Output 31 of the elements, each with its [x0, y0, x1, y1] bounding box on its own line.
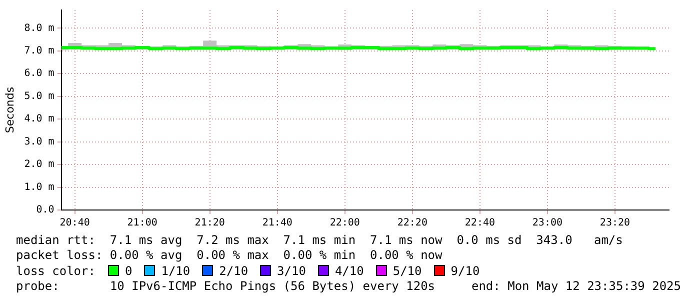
text: median rtt: 7.1 ms avg 7.2 ms max 7.1 ms min 7.1 ms now 0.0 ms sd 343.0 am/s [16, 232, 624, 248]
text: 2/10 [219, 264, 248, 278]
x-tick-label: 22:00 [330, 218, 360, 229]
y-axis-title: Seconds [3, 86, 16, 134]
text: 1/10 [161, 264, 190, 278]
y-tick-label: 2.0 m [24, 159, 54, 170]
y-tick-label: 8.0 m [24, 22, 54, 34]
x-tick-label: 22:40 [464, 218, 495, 229]
x-tick-label: 23:20 [600, 218, 630, 229]
text: probe: 10 IPv6-ICMP Echo Pings (56 Bytes) every 120s [16, 279, 436, 294]
x-tick-label: 21:20 [194, 218, 225, 229]
y-tick-label: 4.0 m [24, 114, 54, 125]
text: loss color: [16, 264, 96, 278]
text: 0 [125, 264, 132, 278]
y-tick-label: 1.0 m [24, 182, 54, 193]
x-tick-label: 20:40 [60, 218, 90, 229]
text: end: Mon May 12 23:35:39 2025 [471, 279, 681, 294]
y-tick-label: 6.0 m [24, 68, 54, 80]
text: 9/10 [450, 264, 480, 278]
text: 5/10 [392, 264, 422, 278]
text: 4/10 [334, 264, 364, 278]
y-tick-label: 0.0 [36, 204, 54, 216]
y-tick-label: 3.0 m [24, 136, 54, 148]
y-tick-label: 7.0 m [24, 46, 54, 57]
x-tick-label: 21:00 [127, 218, 158, 229]
x-tick-label: 22:20 [397, 218, 428, 229]
text: packet loss: 0.00 % avg 0.00 % max 0.00 % min 0.00 % now [16, 248, 444, 263]
x-tick-label: 23:00 [532, 218, 563, 229]
y-tick-label: 5.0 m [24, 90, 54, 102]
x-tick-label: 21:40 [262, 218, 292, 229]
text: 3/10 [277, 264, 306, 278]
